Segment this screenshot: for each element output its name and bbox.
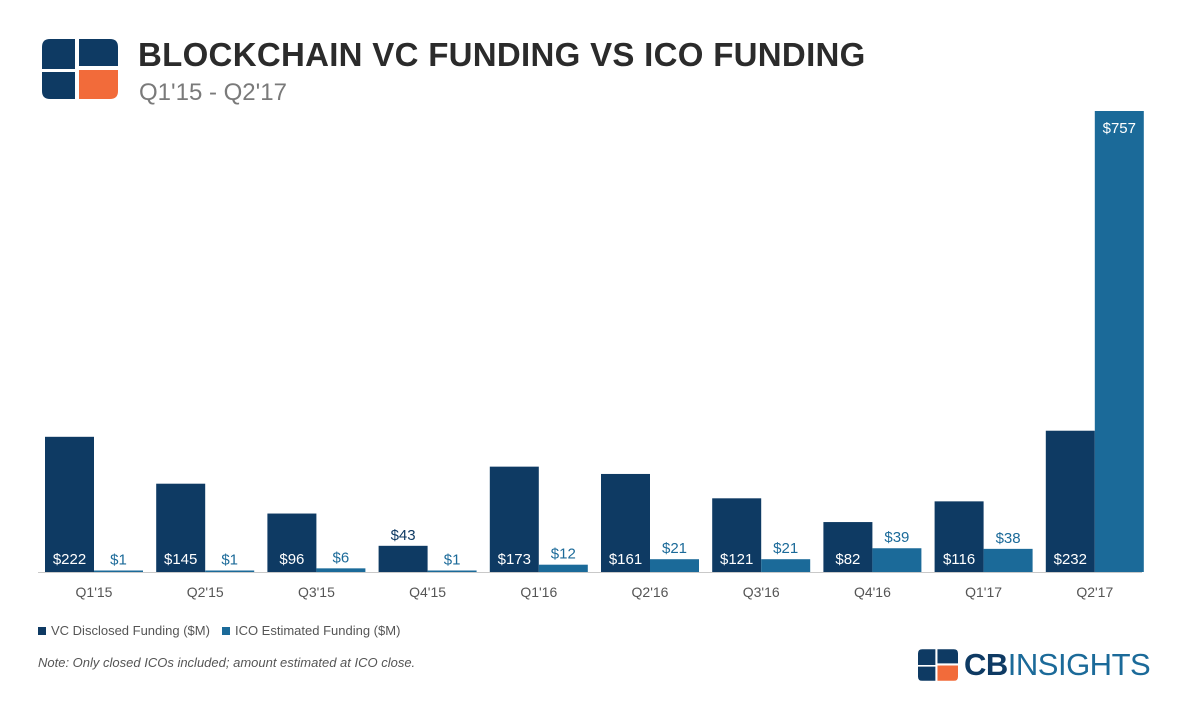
bar-ico-7 bbox=[872, 548, 922, 572]
x-tick-label-5: Q2'16 bbox=[632, 584, 669, 600]
x-tick-label-0: Q1'15 bbox=[76, 584, 113, 600]
legend-label-ico: ICO Estimated Funding ($M) bbox=[234, 623, 401, 638]
bar-ico-0 bbox=[94, 570, 143, 572]
data-label-ico-5: $21 bbox=[662, 540, 687, 557]
bar-ico-3 bbox=[427, 570, 477, 572]
x-tick-label-9: Q2'17 bbox=[1076, 584, 1113, 600]
cb-insights-small-logo-icon bbox=[918, 649, 958, 681]
chart-legend: VC Disclosed Funding ($M) ICO Estimated … bbox=[38, 623, 400, 638]
bar-vc-6 bbox=[712, 498, 762, 572]
footnote: Note: Only closed ICOs included; amount … bbox=[38, 655, 416, 670]
bar-vc-4 bbox=[489, 466, 539, 572]
bar-ico-2 bbox=[316, 568, 366, 572]
data-label-ico-6: $21 bbox=[773, 540, 798, 557]
data-label-ico-0: $1 bbox=[110, 552, 127, 569]
data-label-vc-7: $82 bbox=[835, 551, 860, 568]
bar-vc-1 bbox=[156, 483, 206, 572]
x-tick-label-2: Q3'15 bbox=[298, 584, 335, 600]
bar-vc-9 bbox=[1045, 430, 1095, 572]
bar-vc-5 bbox=[601, 473, 650, 572]
chart-title: BLOCKCHAIN VC FUNDING VS ICO FUNDING bbox=[138, 36, 866, 73]
cb-insights-logo-icon bbox=[42, 39, 118, 99]
bar-ico-5 bbox=[650, 559, 699, 572]
bar-vc-2 bbox=[267, 513, 317, 572]
data-label-vc-6: $121 bbox=[720, 551, 753, 568]
brand-cb-text: CB bbox=[964, 647, 1008, 682]
bar-ico-8 bbox=[983, 548, 1033, 572]
brand-logo: CBINSIGHTS bbox=[918, 647, 1151, 683]
x-tick-label-6: Q3'16 bbox=[743, 584, 780, 600]
chart-subtitle: Q1'15 - Q2'17 bbox=[139, 79, 287, 106]
legend-swatch-vc bbox=[38, 626, 46, 635]
data-label-vc-5: $161 bbox=[609, 551, 642, 568]
bar-vc-3 bbox=[378, 545, 428, 572]
data-label-ico-7: $39 bbox=[884, 529, 909, 546]
data-label-vc-4: $173 bbox=[498, 551, 531, 568]
data-label-vc-2: $96 bbox=[279, 551, 304, 568]
data-label-ico-8: $38 bbox=[996, 530, 1021, 547]
brand-insights-text: INSIGHTS bbox=[1007, 647, 1151, 682]
data-label-vc-0: $222 bbox=[53, 551, 86, 568]
x-tick-label-1: Q2'15 bbox=[187, 584, 224, 600]
legend-item-vc: VC Disclosed Funding ($M) bbox=[38, 623, 210, 638]
legend-item-ico: ICO Estimated Funding ($M) bbox=[221, 623, 401, 638]
legend-label-vc: VC Disclosed Funding ($M) bbox=[51, 623, 210, 638]
bar-vc-8 bbox=[934, 501, 984, 572]
x-tick-label-3: Q4'15 bbox=[409, 584, 446, 600]
data-label-vc-1: $145 bbox=[164, 551, 197, 568]
data-label-vc-3: $43 bbox=[391, 527, 416, 544]
bar-vc-0 bbox=[45, 436, 94, 572]
data-label-vc-9: $232 bbox=[1054, 551, 1087, 568]
data-label-ico-4: $12 bbox=[551, 546, 576, 563]
data-label-ico-3: $1 bbox=[444, 552, 461, 569]
data-label-ico-2: $6 bbox=[333, 549, 350, 566]
x-tick-label-7: Q4'16 bbox=[854, 584, 891, 600]
data-label-ico-9: $757 bbox=[1103, 120, 1136, 137]
bar-ico-6 bbox=[761, 559, 811, 572]
bar-vc-7 bbox=[823, 522, 873, 572]
data-label-ico-1: $1 bbox=[221, 552, 238, 569]
legend-swatch-ico bbox=[221, 626, 230, 635]
bar-ico-1 bbox=[205, 570, 255, 572]
data-label-vc-8: $116 bbox=[943, 551, 975, 568]
bar-ico-9 bbox=[1094, 111, 1144, 572]
x-tick-label-8: Q1'17 bbox=[965, 584, 1002, 600]
x-tick-label-4: Q1'16 bbox=[520, 584, 557, 600]
bar-ico-4 bbox=[538, 564, 588, 572]
